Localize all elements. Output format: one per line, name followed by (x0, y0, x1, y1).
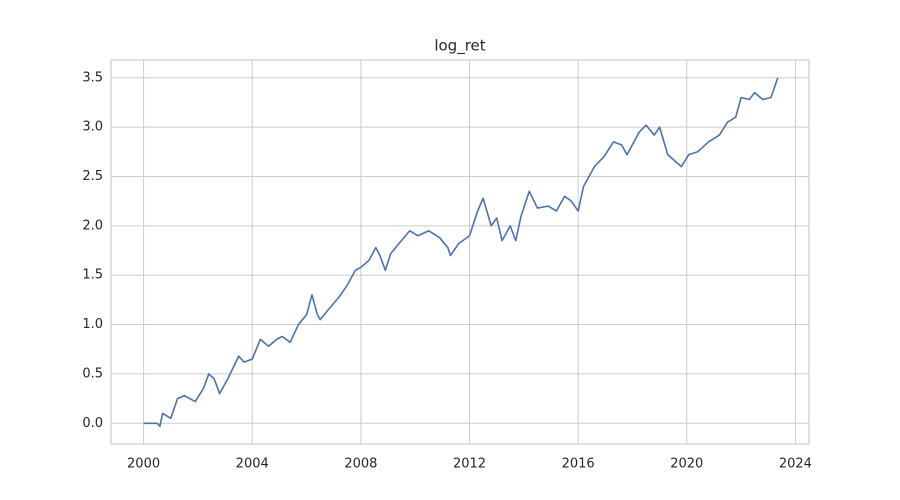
x-tick-label: 2016 (562, 457, 595, 472)
plot-frame (110, 59, 810, 445)
x-tick-label: 2008 (344, 457, 377, 472)
x-tick-label: 2004 (236, 457, 269, 472)
y-tick-label: 0.0 (82, 416, 103, 431)
x-tick-label: 2020 (670, 457, 703, 472)
y-tick-label: 0.5 (82, 366, 103, 381)
y-tick-label: 2.5 (82, 169, 103, 184)
x-tick-label: 2024 (779, 457, 812, 472)
y-tick-label: 1.0 (82, 317, 103, 332)
y-tick-label: 2.0 (82, 218, 103, 233)
y-tick-label: 1.5 (82, 268, 103, 283)
x-tick-label: 2012 (453, 457, 486, 472)
chart-title: log_ret (434, 37, 485, 56)
y-tick-label: 3.5 (82, 70, 103, 85)
x-tick-label: 2000 (127, 457, 160, 472)
y-tick-label: 3.0 (82, 120, 103, 135)
data-line (143, 77, 779, 428)
